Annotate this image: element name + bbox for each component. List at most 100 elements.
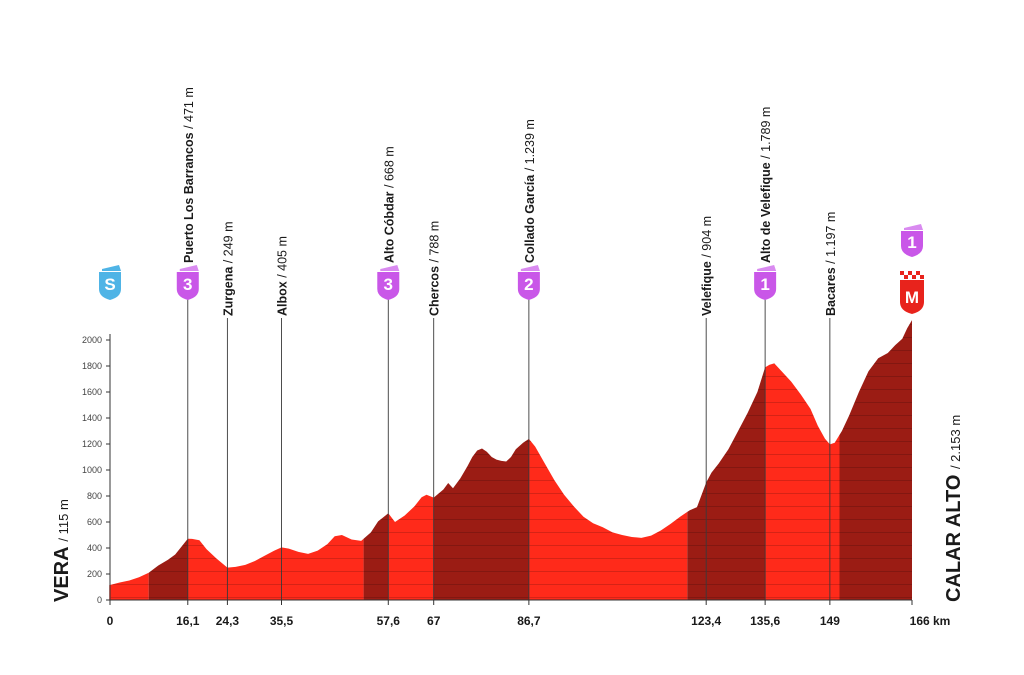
finish-checker bbox=[912, 275, 916, 279]
finish-label: CALAR ALTO / 2.153 m bbox=[943, 415, 965, 602]
y-tick-label: 1400 bbox=[82, 413, 102, 423]
waypoint-name: Collado García bbox=[523, 171, 537, 263]
y-tick-label: 800 bbox=[87, 491, 102, 501]
x-tick-label: 123,4 bbox=[691, 614, 721, 628]
finish-label-altitude: / 2.153 m bbox=[948, 415, 963, 469]
category-badge-1: 1 bbox=[754, 265, 777, 300]
finish-badge: M bbox=[900, 271, 924, 314]
waypoint-name: Puerto Los Barrancos bbox=[182, 129, 196, 263]
y-tick-label: 200 bbox=[87, 569, 102, 579]
x-tick-label: 166 km bbox=[910, 614, 951, 628]
badge-label: S bbox=[104, 275, 115, 294]
finish-checker bbox=[900, 271, 904, 275]
waypoint-label: Albox / 405 m bbox=[276, 236, 290, 316]
x-axis: 0 16,1 24,3 35,5 57,6 67 86,7 123,4 135,6 149 166 … bbox=[107, 599, 951, 628]
badge-tab bbox=[102, 265, 121, 271]
waypoint-label: Zurgena / 249 m bbox=[221, 222, 235, 316]
badge-tab bbox=[380, 265, 400, 271]
badge-shape bbox=[99, 272, 121, 300]
y-tick-label: 0 bbox=[97, 595, 102, 605]
badge-label: 1 bbox=[760, 275, 769, 294]
waypoint-altitude: / 668 m bbox=[382, 146, 396, 188]
finish-checker bbox=[908, 275, 912, 279]
start-label: VERA / 115 m bbox=[51, 499, 73, 602]
badge-tab bbox=[520, 265, 540, 271]
x-tick-label: 67 bbox=[427, 614, 441, 628]
y-axis: 0 200 400 600 800 1000 1200 1400 1600 1800 2000 bbox=[82, 334, 111, 605]
x-tick-label: 0 bbox=[107, 614, 114, 628]
x-tick-label: 86,7 bbox=[517, 614, 541, 628]
y-tick-label: 600 bbox=[87, 517, 102, 527]
waypoint-altitude: / 1.789 m bbox=[759, 107, 773, 159]
y-tick-label: 1600 bbox=[82, 387, 102, 397]
badge-label: 1 bbox=[907, 233, 916, 252]
waypoint-label: Collado García / 1.239 m bbox=[523, 119, 537, 263]
profile-segment-stripes bbox=[148, 538, 188, 600]
badge-shape bbox=[754, 272, 777, 300]
waypoint-name: Alto Cóbdar bbox=[382, 188, 396, 263]
finish-checker bbox=[912, 271, 916, 275]
y-tick-label: 2000 bbox=[82, 335, 102, 345]
badge-shape bbox=[176, 272, 199, 300]
waypoint-altitude: / 405 m bbox=[276, 236, 290, 278]
waypoint-name: Alto de Velefique bbox=[759, 159, 773, 263]
profile-segment-stripes bbox=[687, 367, 766, 600]
waypoint-altitude: / 249 m bbox=[221, 222, 235, 264]
waypoint-name: Zurgena bbox=[221, 263, 235, 316]
waypoint-name: Bacares bbox=[824, 264, 838, 316]
x-tick-label: 24,3 bbox=[216, 614, 240, 628]
category-badge-2: 2 bbox=[517, 265, 540, 300]
guide-lines bbox=[187, 299, 831, 600]
profile-segment-stripes bbox=[765, 363, 840, 600]
x-tick-label: 57,6 bbox=[377, 614, 401, 628]
badge-shape bbox=[901, 231, 923, 257]
finish-checker bbox=[908, 271, 912, 275]
waypoint-label: Bacares / 1.197 m bbox=[824, 212, 838, 316]
y-tick-label: 1000 bbox=[82, 465, 102, 475]
waypoint-labels: Puerto Los Barrancos / 471 m Zurgena / 24… bbox=[182, 87, 838, 316]
profile-segment-stripes bbox=[110, 572, 149, 600]
finish-badge-label: M bbox=[905, 288, 919, 307]
waypoint-altitude: / 788 m bbox=[428, 221, 442, 263]
waypoint-label: Alto Cóbdar / 668 m bbox=[382, 146, 396, 263]
waypoint-name: Albox bbox=[276, 278, 290, 316]
x-tick-label: 35,5 bbox=[270, 614, 294, 628]
badge-shape bbox=[377, 272, 400, 300]
start-finish-labels: VERA / 115 m CALAR ALTO / 2.153 m bbox=[51, 415, 965, 602]
finish-checker bbox=[916, 271, 920, 275]
profile-layer bbox=[109, 320, 912, 600]
waypoint-altitude: / 904 m bbox=[700, 216, 714, 258]
category-badge-3: 3 bbox=[176, 265, 199, 300]
waypoint-label: Chercos / 788 m bbox=[428, 221, 442, 316]
x-tick-label: 16,1 bbox=[176, 614, 200, 628]
waypoint-label: Velefique / 904 m bbox=[700, 216, 714, 316]
start-badge: S bbox=[99, 265, 121, 300]
profile-segment-stripes bbox=[528, 438, 688, 600]
badge-tab bbox=[179, 265, 199, 271]
finish-checker bbox=[916, 275, 920, 279]
waypoint-altitude: / 471 m bbox=[182, 87, 196, 129]
badge-label: 3 bbox=[183, 275, 192, 294]
finish-checker bbox=[920, 275, 924, 279]
waypoint-name: Velefique bbox=[700, 258, 714, 316]
start-label-altitude: / 115 m bbox=[56, 499, 71, 541]
profile-segment-stripes bbox=[839, 320, 912, 600]
y-tick-label: 1800 bbox=[82, 361, 102, 371]
badge-tab bbox=[757, 265, 777, 271]
finish-checker bbox=[900, 275, 904, 279]
finish-checker bbox=[920, 271, 924, 275]
x-tick-label: 135,6 bbox=[750, 614, 780, 628]
badge-label: 2 bbox=[524, 275, 533, 294]
waypoint-altitude: / 1.197 m bbox=[824, 212, 838, 264]
y-tick-label: 1200 bbox=[82, 439, 102, 449]
category-badge-3: 3 bbox=[377, 265, 400, 300]
badge-tab bbox=[904, 224, 923, 230]
finish-label-name: CALAR ALTO bbox=[943, 469, 965, 602]
y-tick-label: 400 bbox=[87, 543, 102, 553]
profile-segment-stripes bbox=[433, 438, 529, 600]
finish-checker bbox=[904, 271, 908, 275]
finish-checker bbox=[904, 275, 908, 279]
waypoint-label: Puerto Los Barrancos / 471 m bbox=[182, 87, 196, 263]
finish-category-badge: 1 bbox=[901, 224, 923, 257]
waypoint-name: Chercos bbox=[428, 263, 442, 317]
